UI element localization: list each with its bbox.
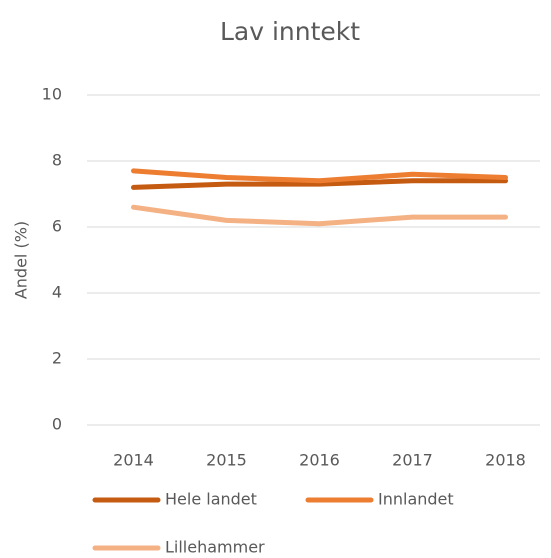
legend-label: Hele landet [165,490,257,509]
y-axis-label: Andel (%) [12,221,31,299]
y-tick-label: 0 [52,415,62,434]
y-tick-label: 6 [52,217,62,236]
legend-label: Lillehammer [165,538,265,557]
y-tick-label: 4 [52,283,62,302]
y-tick-label: 10 [42,85,62,104]
legend-label: Innlandet [378,490,454,509]
series-line [131,168,508,184]
x-tick-label: 2015 [206,451,247,470]
y-tick-label: 8 [52,151,62,170]
x-tick-label: 2014 [113,451,154,470]
chart-title: Lav inntekt [220,17,360,46]
x-tick-label: 2018 [485,451,526,470]
x-tick-label: 2016 [299,451,340,470]
series-line [131,204,508,227]
x-tick-label: 2017 [392,451,433,470]
y-tick-label: 2 [52,349,62,368]
series-line [131,178,508,190]
